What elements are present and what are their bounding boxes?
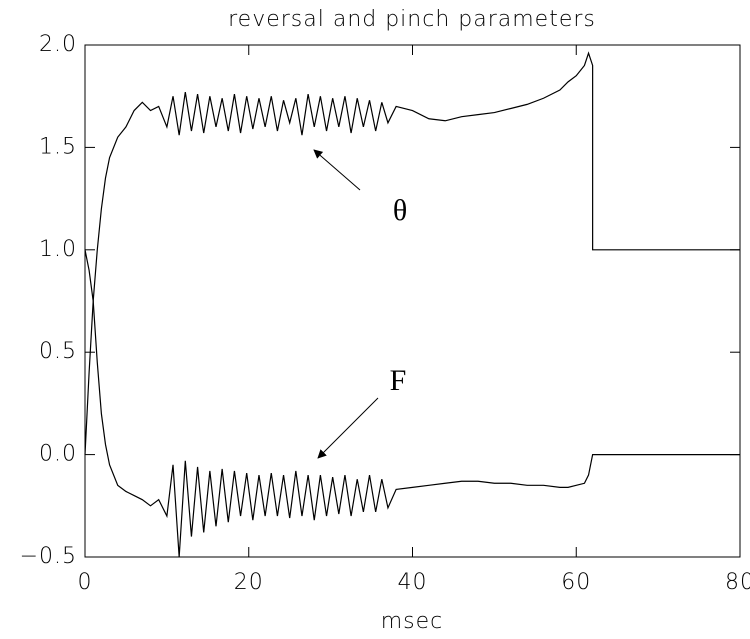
y-tick-label: 1.0 — [39, 237, 77, 262]
series-line — [84, 249, 740, 558]
y-tick-label: 2.0 — [39, 32, 77, 57]
x-tick-label: 60 — [561, 570, 591, 595]
x-tick-label: 0 — [78, 570, 93, 595]
series-annotation: θ — [393, 194, 407, 227]
plot-frame — [84, 44, 741, 558]
x-axis-label: msec — [381, 609, 444, 634]
chart-title: reversal and pinch parameters — [228, 7, 596, 32]
x-tick-label: 40 — [398, 570, 428, 595]
y-tick-label: −0.5 — [20, 544, 77, 569]
x-tick-label: 20 — [234, 570, 264, 595]
annotation-arrow — [317, 397, 379, 459]
x-tick-label: 80 — [725, 570, 750, 595]
y-tick-label: 0.5 — [39, 339, 77, 364]
series-annotation: F — [390, 364, 407, 397]
series-line — [84, 51, 740, 455]
y-tick-label: 1.5 — [39, 134, 77, 159]
annotation-arrow — [313, 149, 361, 191]
y-tick-label: 0.0 — [39, 442, 77, 467]
